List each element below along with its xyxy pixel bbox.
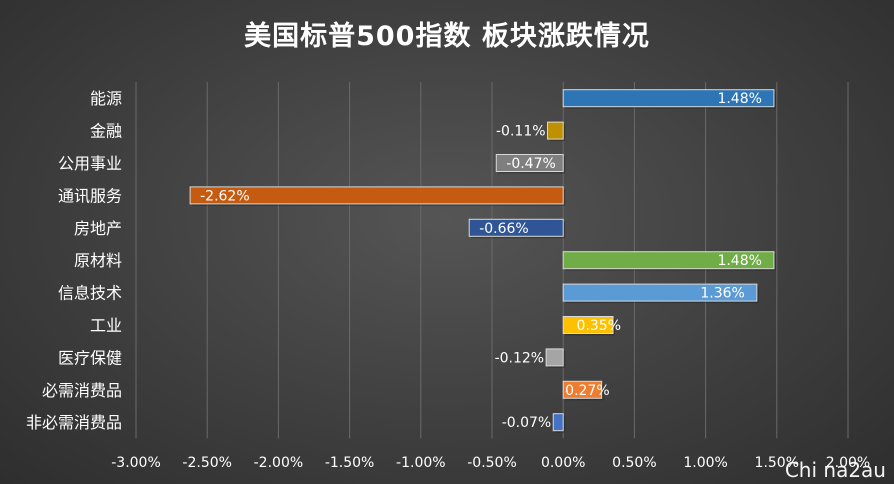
watermark: Chi na2au <box>784 458 886 482</box>
category-label: 非必需消费品 <box>26 413 122 432</box>
bar <box>495 154 564 172</box>
category-label: 信息技术 <box>58 284 122 303</box>
x-tick-label: 0.50% <box>612 455 656 471</box>
data-label: -0.12% <box>495 350 545 366</box>
category-label: 金融 <box>90 122 122 141</box>
bar <box>562 380 603 399</box>
bar <box>468 218 564 237</box>
category-label: 必需消费品 <box>42 381 122 400</box>
data-label: -0.47% <box>506 156 556 172</box>
x-tick-label: -1.50% <box>325 455 375 471</box>
bar <box>562 316 614 334</box>
bars <box>189 89 776 433</box>
bar <box>562 283 758 302</box>
x-tick-labels: -3.00% -2.50% -2.00% -1.50% -1.00% -0.50% 0.00… <box>111 455 870 471</box>
category-label: 工业 <box>90 316 122 335</box>
x-tick-label: -1.00% <box>396 455 446 471</box>
x-tick-label: 0.00% <box>541 455 585 471</box>
data-labels: 1.48% -0.11% -0.47% -2.62% -0.66% 1.48% 1.36% 0… <box>200 91 762 431</box>
bar <box>552 413 564 432</box>
category-label: 通讯服务 <box>58 186 122 205</box>
x-tick-label: -2.00% <box>254 455 304 471</box>
category-label: 原材料 <box>74 251 122 270</box>
data-label: -0.11% <box>496 124 546 140</box>
x-tick-label: 2.00% <box>826 455 870 471</box>
bar <box>189 186 564 205</box>
data-label: 0.35% <box>577 318 621 334</box>
bar <box>562 251 775 270</box>
x-tick-label: 1.50% <box>755 455 799 471</box>
x-tick-label: -2.50% <box>182 455 232 471</box>
data-label: -0.07% <box>502 415 552 431</box>
data-label: 1.48% <box>717 253 761 269</box>
data-label: 1.48% <box>717 91 761 107</box>
chart-title: 美国标普500指数 板块涨跌情况 <box>244 21 650 52</box>
data-label: -0.66% <box>479 221 529 237</box>
x-tick-label: -0.50% <box>467 455 517 471</box>
gridlines <box>135 82 849 439</box>
x-tick-label: 1.00% <box>683 455 727 471</box>
bar <box>562 89 775 108</box>
x-tick-label: -3.00% <box>111 455 161 471</box>
category-label: 能源 <box>90 89 122 108</box>
category-label: 医疗保健 <box>58 348 122 367</box>
data-label: 0.27% <box>565 383 609 399</box>
category-label: 房地产 <box>74 219 122 238</box>
category-label: 公用事业 <box>58 154 122 173</box>
bar <box>545 348 564 367</box>
bar <box>547 121 564 140</box>
data-label: 1.36% <box>700 286 744 302</box>
data-label: -2.62% <box>200 188 250 204</box>
